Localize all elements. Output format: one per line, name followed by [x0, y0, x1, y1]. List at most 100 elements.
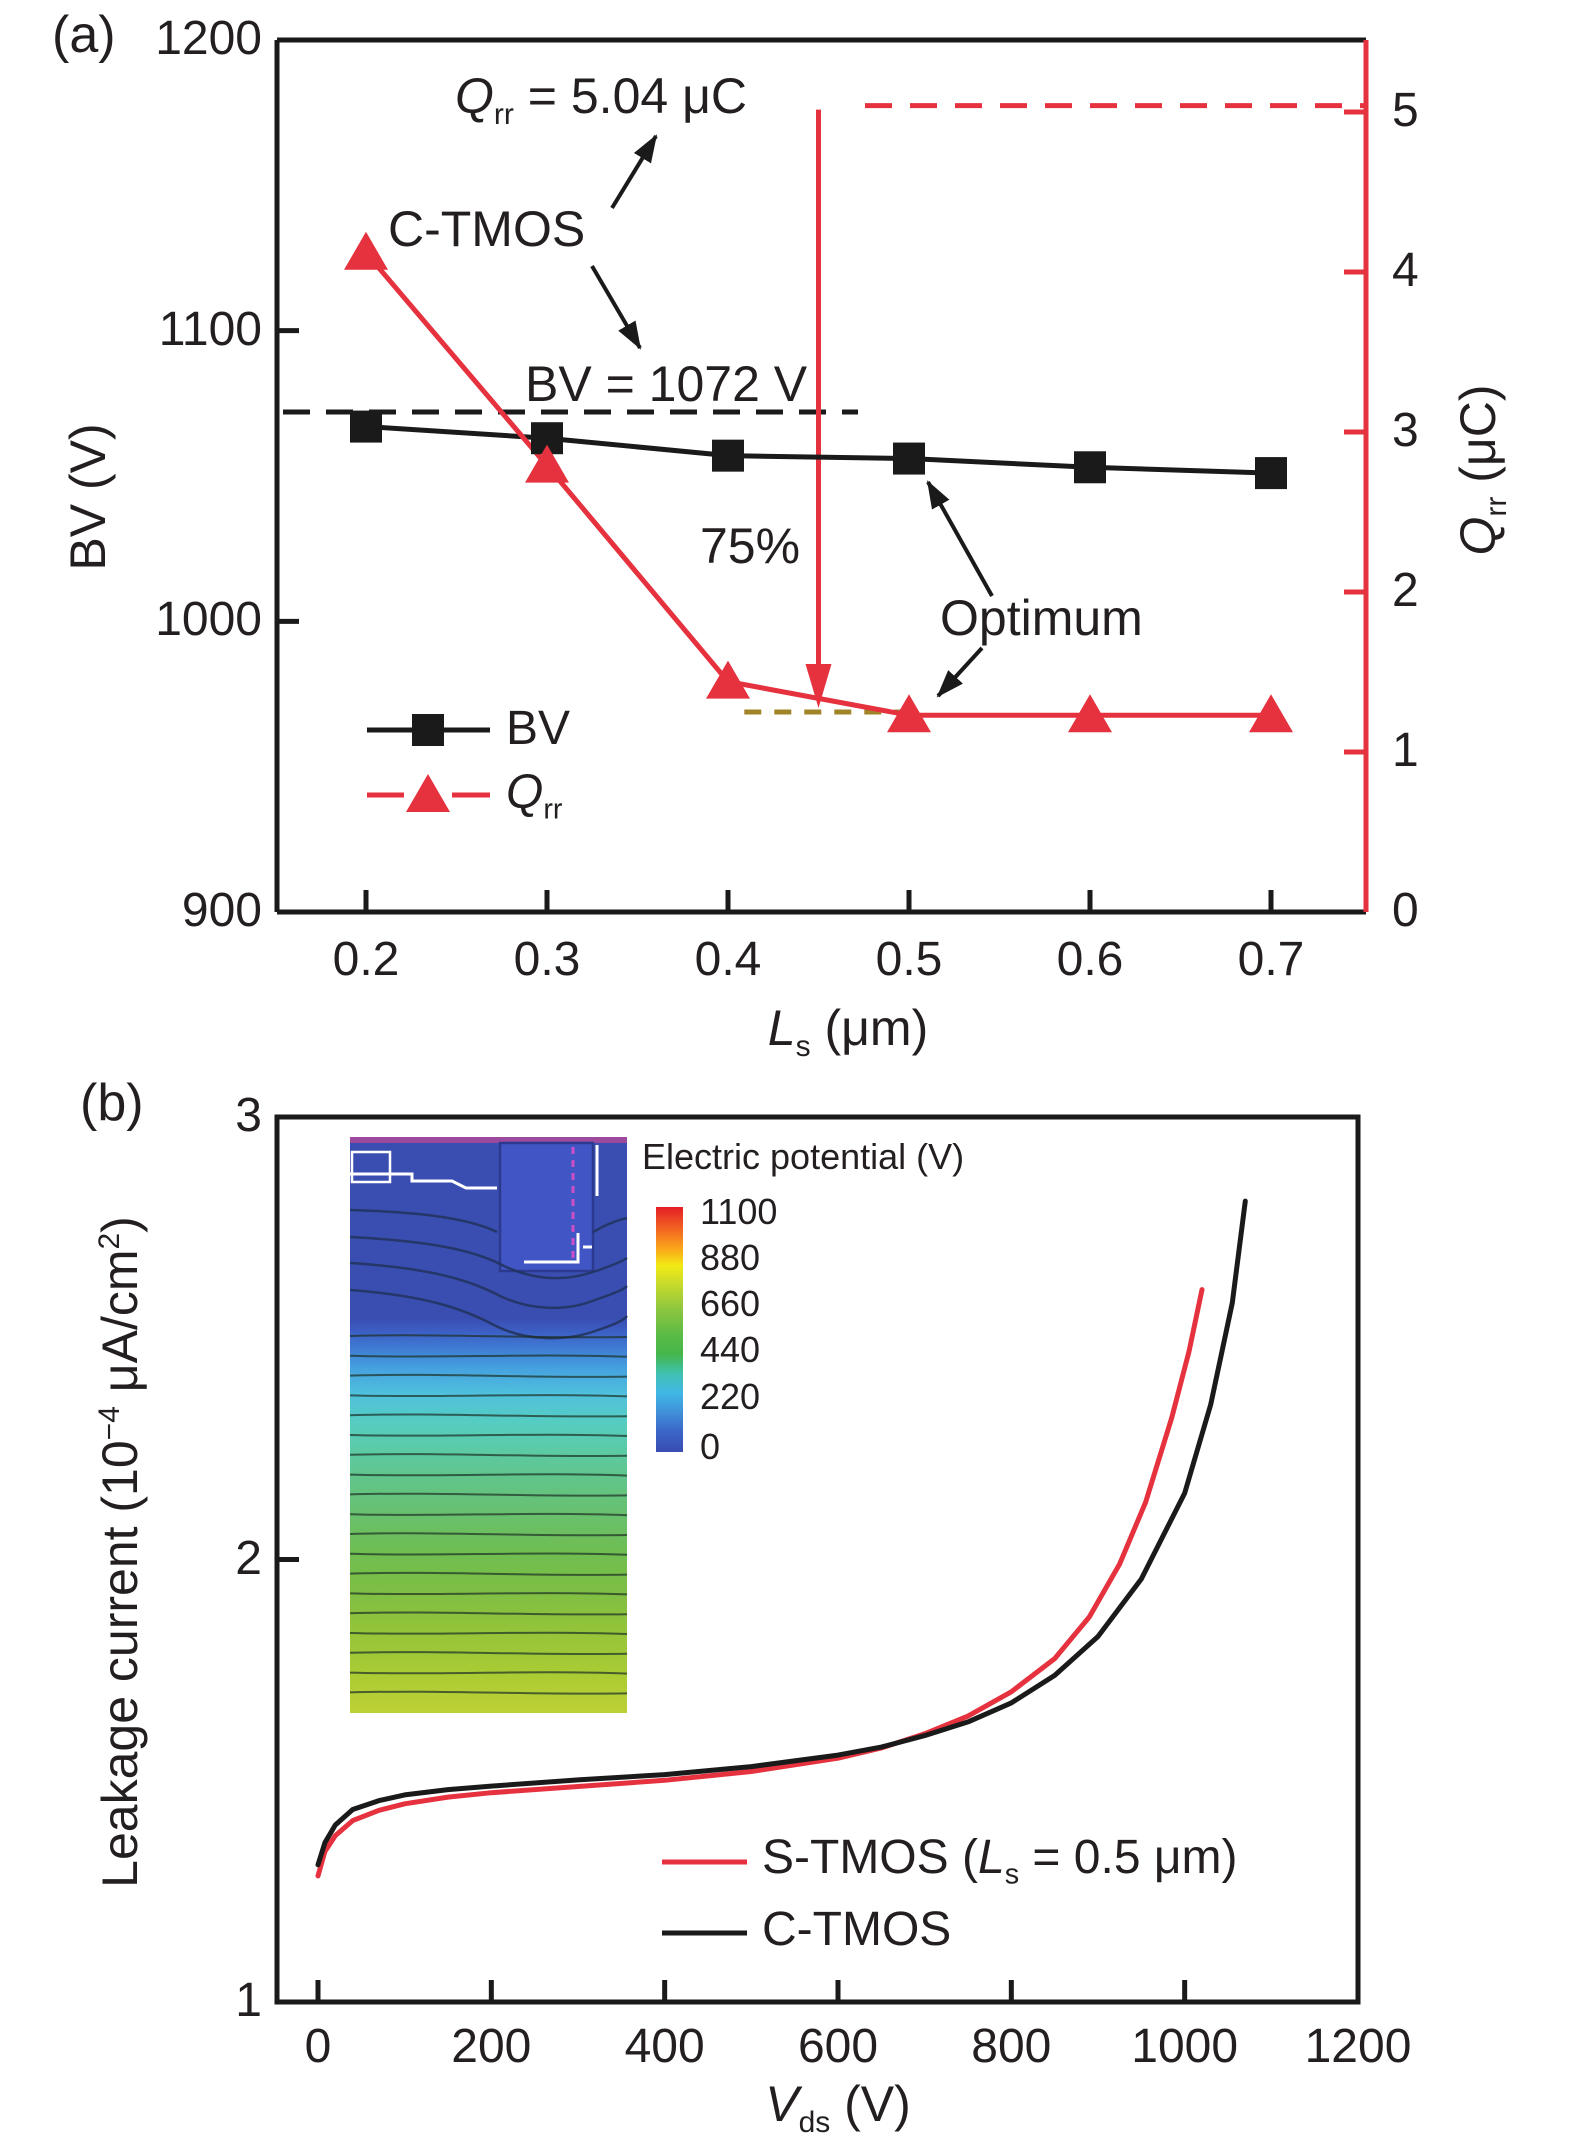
inset-white-box — [350, 1150, 392, 1184]
annotation-arrow — [926, 480, 994, 597]
inset-contour-line — [349, 1208, 498, 1234]
inset-white-contour — [350, 1172, 497, 1190]
panel-b-x-tick: 0 — [304, 2020, 332, 2073]
qrr-marker — [525, 444, 569, 483]
inset-title: Electric potential (V) — [642, 1136, 965, 1177]
bv-value-annotation: BV = 1072 V — [525, 356, 808, 412]
inset-contour-line — [349, 1373, 628, 1378]
annotation-arrow — [610, 134, 658, 210]
panel-a-x-tick: 0.2 — [332, 933, 400, 986]
bv-marker — [893, 442, 925, 475]
inset-contour-line — [349, 1354, 628, 1358]
inset-contour-line — [349, 1235, 628, 1280]
panel-b-y-tick: 2 — [235, 1531, 262, 1585]
inset-contour-line — [349, 1571, 628, 1576]
inset-contour-line — [349, 1512, 628, 1517]
inset-contour-line — [349, 1690, 628, 1695]
panel-a-yright-tick: 5 — [1392, 84, 1419, 137]
inset-contour-line — [349, 1433, 628, 1437]
annotation-arrow — [590, 264, 642, 350]
c-tmos-annotation: C-TMOS — [388, 201, 586, 257]
panel-a-yleft-tick: 1000 — [155, 593, 262, 647]
panel-a-yright-tick: 3 — [1392, 404, 1419, 457]
optimum-annotation: Optimum — [940, 590, 1143, 646]
panel-b-y-tick: 3 — [235, 1089, 262, 1142]
colorbar-tick-label: 220 — [700, 1376, 761, 1417]
qrr-marker — [887, 694, 931, 733]
panel-a-x-tick: 0.3 — [513, 933, 581, 986]
panel-b-x-label: Vds (V) — [765, 2076, 911, 2139]
colorbar-tick-label: 880 — [700, 1237, 761, 1278]
inset-contour-line — [349, 1261, 628, 1310]
inset-colorbar — [656, 1207, 683, 1452]
colorbar-tick-label: 440 — [700, 1329, 761, 1370]
inset-contour-line — [349, 1532, 628, 1537]
panel-a-yright-tick: 1 — [1392, 724, 1419, 777]
qrr-marker — [344, 231, 388, 270]
bv-marker — [350, 410, 382, 443]
qrr-value-annotation: Qrr = 5.04 μC — [455, 68, 747, 131]
c-tmos-curve — [315, 1198, 1248, 1868]
legend-b-stmos-label: S-TMOS (Ls = 0.5 μm) — [762, 1831, 1238, 1891]
qrr-marker — [1249, 694, 1293, 733]
panel-a-yleft-tick: 1200 — [155, 12, 262, 65]
qrr-drop-arrowhead — [805, 664, 832, 708]
colorbar-tick-label: 0 — [700, 1426, 721, 1467]
legend-b-ctmos-label: C-TMOS — [762, 1903, 952, 1956]
inset-contour-line — [349, 1631, 628, 1635]
inset-contour-line — [349, 1413, 628, 1418]
annotation-arrow — [936, 646, 984, 698]
panel-b-x-tick: 400 — [624, 2020, 705, 2073]
panel-a-yleft-label: BV (V) — [59, 423, 116, 571]
inset-contour-line — [349, 1288, 628, 1340]
percent-annotation: 75% — [700, 518, 801, 574]
bv-marker — [1255, 457, 1287, 490]
inset-contour-line — [349, 1492, 628, 1497]
qrr-marker — [706, 660, 750, 699]
colorbar-tick-label: 1100 — [700, 1191, 778, 1232]
inset-top-line — [350, 1137, 627, 1143]
panel-b-letter: (b) — [80, 1074, 144, 1132]
panel-a-yright-tick: 2 — [1392, 564, 1419, 617]
inset-contour-line — [349, 1334, 628, 1339]
bv-marker — [712, 439, 744, 472]
inset-contour-line — [349, 1552, 628, 1556]
panel-a-yleft-tick: 900 — [181, 884, 262, 937]
inset-contour-line — [349, 1592, 628, 1596]
inset-contour-line — [349, 1453, 628, 1458]
panel-a-letter: (a) — [52, 6, 116, 64]
panel-a-yright-label: Qrr (μC) — [1449, 384, 1513, 556]
bv-marker — [1074, 451, 1106, 484]
inset-contour-line — [349, 1473, 628, 1477]
qrr-marker — [1068, 694, 1112, 733]
bv-series-line — [365, 424, 1272, 476]
legend-a-bv-marker — [412, 714, 444, 746]
inset-white-contour — [524, 1233, 580, 1264]
panel-b-y-label: Leakage current (10−4 μA/cm2) — [91, 1216, 148, 1888]
panel-b-x-tick: 1200 — [1304, 2020, 1412, 2073]
panel-a-x-tick: 0.5 — [875, 933, 943, 986]
panel-b-x-tick: 600 — [797, 2020, 879, 2073]
qrr-series-line — [364, 251, 1271, 718]
panel-a-yright-tick: 4 — [1392, 244, 1419, 297]
inset-contour-line — [349, 1394, 628, 1398]
panel-a-x-tick: 0.6 — [1056, 933, 1124, 986]
inset-contour-line — [349, 1611, 628, 1616]
panel-a-yleft-tick: 1100 — [158, 302, 262, 356]
panel-b-x-tick: 800 — [971, 2020, 1052, 2073]
panel-a-x-tick: 0.4 — [694, 933, 762, 986]
inset-contour-line — [349, 1651, 628, 1656]
colorbar-tick-label: 660 — [700, 1283, 761, 1324]
panel-a-yright-tick: 0 — [1392, 884, 1419, 937]
s-tmos-curve — [315, 1287, 1205, 1879]
legend-a-bv-label: BV — [506, 702, 571, 755]
panel-a-x-tick: 0.7 — [1237, 933, 1305, 986]
panel-a-x-label: Ls (μm) — [767, 1000, 929, 1063]
legend-a-qrr-label: Qrr — [506, 766, 563, 826]
panel-b-y-tick: 1 — [235, 1974, 262, 2027]
inset-contour-line — [349, 1671, 628, 1675]
legend-a-qrr-marker — [406, 774, 450, 812]
inset-contour-line — [592, 1216, 628, 1234]
